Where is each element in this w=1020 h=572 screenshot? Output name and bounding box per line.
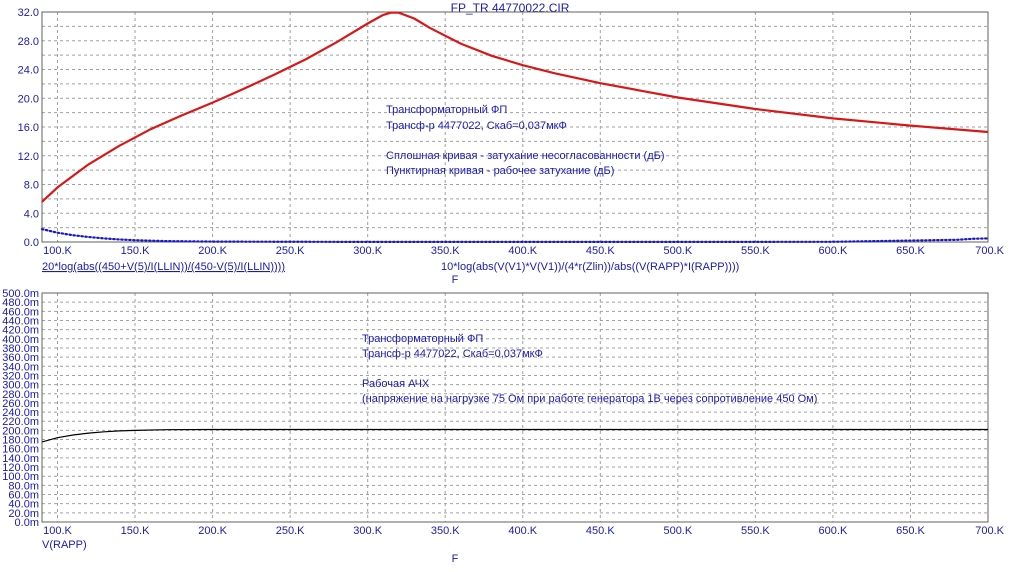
x-tick-label: 300.K	[353, 525, 382, 537]
x-tick-label: 150.K	[121, 245, 150, 257]
y-tick-label: 340.0m	[2, 361, 39, 373]
y-tick-label: 20.0m	[8, 508, 39, 520]
y-tick-label: 380.0m	[2, 343, 39, 355]
y-tick-label: 500.0m	[2, 288, 39, 300]
y-tick-label: 80.0m	[8, 480, 39, 492]
x-tick-label: 500.K	[663, 245, 692, 257]
x-tick-label: 700.K	[975, 245, 1004, 257]
plot-frame	[41, 292, 989, 523]
y-tick-label: 60.0m	[8, 490, 39, 502]
y-tick-label: 300.0m	[2, 380, 39, 392]
x-tick-label: 650.K	[896, 245, 925, 257]
x-tick-label: 200.K	[198, 525, 227, 537]
y-tick-label: 20.0	[18, 93, 39, 105]
y-tick-label: 4.0	[24, 208, 39, 220]
y-tick-label: 320.0m	[2, 370, 39, 382]
x-tick-label: 450.K	[586, 245, 615, 257]
y-tick-label: 16.0	[18, 122, 39, 134]
y-tick-label: 100.0m	[2, 471, 39, 483]
x-tick-label: 550.K	[741, 245, 770, 257]
x-tick-label: 100.K	[43, 245, 72, 257]
series-label: 10*log(abs(V(V1)*V(V1))/(4*r(Zlin))/abs(…	[441, 261, 739, 273]
y-tick-label: 360.0m	[2, 352, 39, 364]
x-tick-label: 600.K	[819, 245, 848, 257]
x-tick-label: 350.K	[431, 525, 460, 537]
x-tick-label: 150.K	[121, 525, 150, 537]
annotation-text: Сплошная кривая - затухание несогласован…	[386, 150, 665, 162]
annotation-text: (напряжение на нагрузке 75 Ом при работе…	[362, 393, 817, 405]
y-tick-label: 180.0m	[2, 435, 39, 447]
series-line-1	[41, 428, 988, 443]
y-tick-label: 40.0m	[8, 499, 39, 511]
y-tick-label: 280.0m	[2, 389, 39, 401]
y-tick-label: 480.0m	[2, 297, 39, 309]
y-tick-label: 220.0m	[2, 416, 39, 428]
x-axis-label: F	[452, 553, 459, 565]
x-tick-label: 300.K	[353, 245, 382, 257]
x-tick-label: 450.K	[586, 525, 615, 537]
y-tick-label: 400.0m	[2, 334, 39, 346]
x-tick-label: 700.K	[975, 525, 1004, 537]
x-tick-label: 650.K	[896, 525, 925, 537]
y-tick-label: 240.0m	[2, 407, 39, 419]
series-label: 20*log(abs((450+V(5)/I(LLIN))/(450-V(5)/…	[42, 261, 285, 273]
y-tick-label: 460.0m	[2, 306, 39, 318]
annotation-text: Пунктирная кривая - рабочее затухание (д…	[386, 165, 614, 177]
annotation-text: Рабочая АЧХ	[362, 378, 430, 390]
x-tick-label: 600.K	[819, 525, 848, 537]
y-tick-label: 28.0	[18, 36, 39, 48]
series-label: V(RAPP)	[42, 539, 87, 551]
y-tick-label: 160.0m	[2, 444, 39, 456]
series-line-2	[40, 228, 990, 243]
annotation-text: Трансф-р 4477022, Скаб=0,037мкФ	[362, 348, 543, 360]
y-tick-label: 200.0m	[2, 425, 39, 437]
y-tick-label: 140.0m	[2, 453, 39, 465]
y-tick-label: 260.0m	[2, 398, 39, 410]
y-tick-label: 440.0m	[2, 315, 39, 327]
y-tick-label: 32.0	[18, 7, 39, 19]
x-axis-label: F	[452, 274, 459, 286]
x-tick-label: 400.K	[508, 245, 537, 257]
annotation-text: Трансформаторный ФП	[386, 104, 507, 116]
y-tick-label: 120.0m	[2, 462, 39, 474]
y-tick-label: 0.0m	[15, 517, 39, 529]
x-tick-label: 400.K	[508, 525, 537, 537]
y-tick-label: 420.0m	[2, 325, 39, 337]
x-tick-label: 100.K	[43, 525, 72, 537]
y-tick-label: 24.0	[18, 65, 39, 77]
x-tick-label: 350.K	[431, 245, 460, 257]
y-tick-label: 0.0	[24, 237, 39, 249]
annotation-text: Трансформаторный ФП	[362, 333, 483, 345]
x-tick-label: 550.K	[741, 525, 770, 537]
y-tick-label: 8.0	[24, 180, 39, 192]
annotation-text: Трансф-р 4477022, Скаб=0,037мкФ	[386, 120, 567, 132]
x-tick-label: 200.K	[198, 245, 227, 257]
y-tick-label: 12.0	[18, 151, 39, 163]
x-tick-label: 250.K	[276, 245, 305, 257]
x-tick-label: 500.K	[663, 525, 692, 537]
x-tick-label: 250.K	[276, 525, 305, 537]
series-line-1	[41, 11, 989, 203]
